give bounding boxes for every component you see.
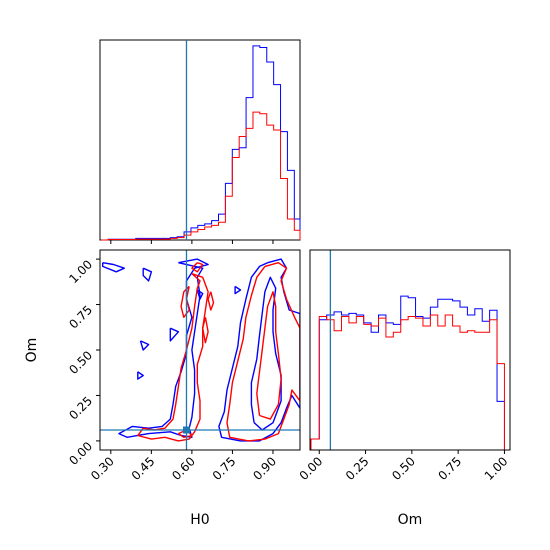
contour-series-2-line-1 — [191, 262, 204, 273]
contour-series-1-line-8 — [118, 258, 209, 438]
h0-axis-label: H0 — [190, 512, 209, 528]
contour-series-2-line-8 — [256, 291, 282, 420]
contour-series-1-line-1 — [101, 262, 126, 273]
contour-series-1-line-4 — [137, 371, 144, 380]
contour-x-tick-label-3: 0.60 — [169, 454, 198, 483]
contour-series-2-line-7 — [226, 262, 300, 442]
contour-x-tick-label-1: 0.30 — [88, 454, 117, 483]
contour-y-tick-label-5: 1.00 — [66, 257, 95, 286]
om-hist-step-series-2 — [310, 314, 505, 450]
om-hist-step-series-1 — [310, 295, 505, 450]
contour-truth-marker — [182, 426, 190, 434]
h0-marginal-histogram — [99, 39, 301, 244]
h0-hist-frame — [99, 39, 301, 241]
h0-hist-step-series-2 — [101, 111, 301, 241]
om-marginal-histogram: 0.00 0.25 0.50 0.75 1.00 — [297, 249, 511, 483]
contour-lines — [101, 258, 300, 442]
om-x-tick-label-2: 0.25 — [343, 454, 372, 483]
contour-y-tick-label-1: 0.00 — [66, 439, 95, 468]
h0-hist-step-series-1 — [101, 45, 301, 241]
contour-x-tick-label-4: 0.75 — [210, 454, 239, 483]
contour-x-tick-label-2: 0.45 — [129, 454, 158, 483]
contour-y-tick-label-2: 0.25 — [66, 394, 95, 423]
contour-series-2-line-4 — [207, 291, 215, 311]
om-hist-frame — [309, 249, 511, 451]
om-x-tick-label-3: 0.50 — [389, 454, 418, 483]
contour-y-tick-label-3: 0.50 — [66, 348, 95, 377]
contour-series-2-line-5 — [137, 272, 209, 442]
om-axis-label: Om — [398, 512, 423, 528]
contour-series-1-line-2 — [142, 267, 153, 282]
contour-series-1-line-5 — [169, 327, 180, 342]
contour-y-tick-label-4: 0.75 — [66, 303, 95, 332]
contour-series-1-line-6 — [234, 285, 242, 295]
h0-om-contour-panel: 0.30 0.45 0.60 0.75 0.90 0.00 0.25 0.50 0.75 1.00 — [66, 249, 301, 483]
om-x-tick-label-4: 0.75 — [435, 454, 464, 483]
contour-series-1-line-3 — [139, 340, 150, 351]
om-x-tick-label-5: 1.00 — [482, 454, 511, 483]
contour-series-1-line-10 — [250, 276, 282, 431]
om-x-tick-label-1: 0.00 — [297, 454, 326, 483]
contour-x-tick-label-5: 0.90 — [250, 454, 279, 483]
om-y-axis-label: Om — [24, 338, 40, 363]
